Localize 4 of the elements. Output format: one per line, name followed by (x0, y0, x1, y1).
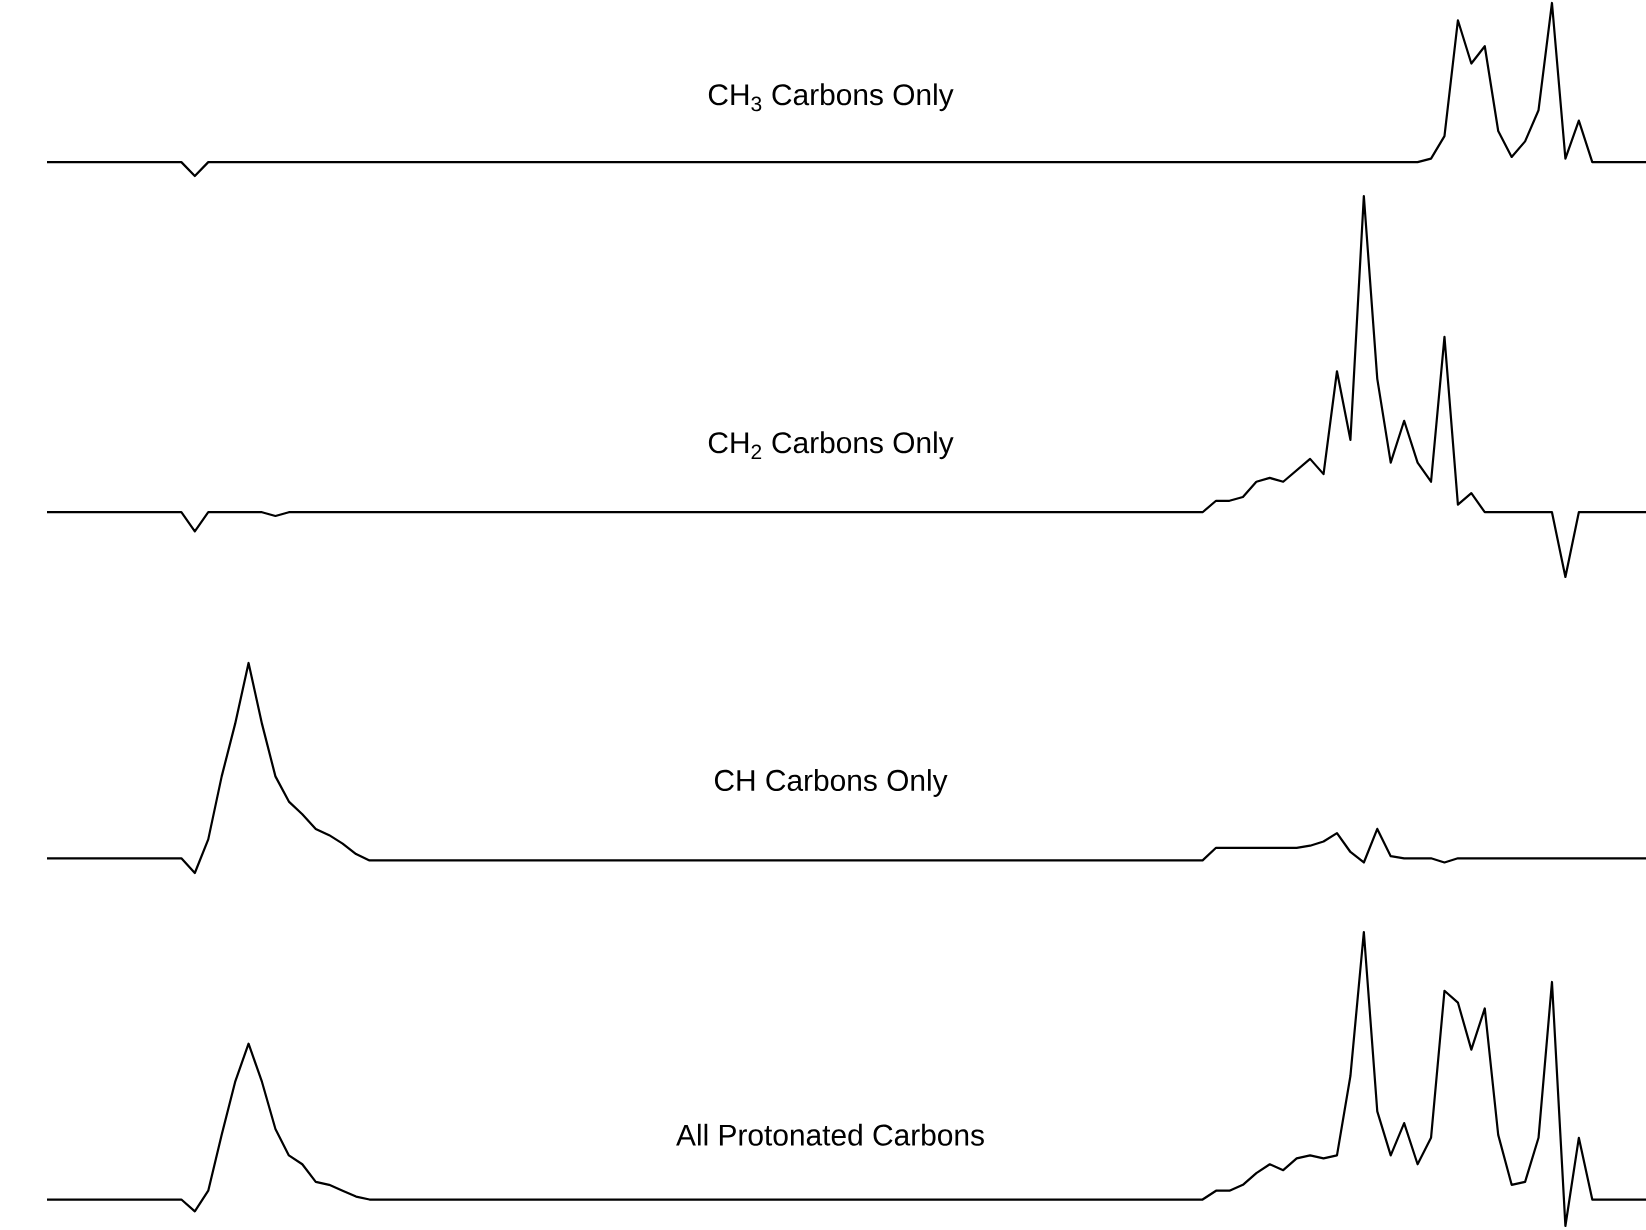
text: CH$_{3}$ Carbons Only (708, 83, 954, 112)
text: CH$_{2}$ Carbons Only (708, 431, 954, 460)
text: CH Carbons Only (714, 769, 948, 797)
text: All Protonated Carbons (676, 1123, 984, 1146)
